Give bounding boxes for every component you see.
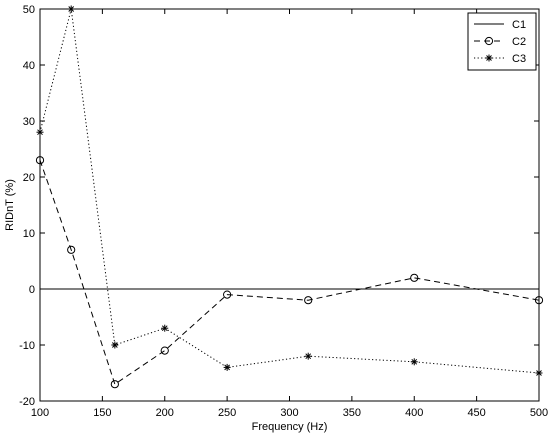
- y-tick-label: -10: [19, 340, 35, 352]
- series-c2-point: [410, 273, 419, 282]
- x-tick-label: 200: [156, 407, 174, 419]
- x-axis-title: Frequency (Hz): [252, 421, 328, 433]
- series-c3-point: [223, 363, 231, 371]
- series-c2-line: [39, 160, 540, 385]
- legend-marker-c2: [484, 36, 494, 46]
- series-c3-point: [67, 5, 75, 13]
- series-c3-point: [111, 341, 119, 349]
- legend-label-c2: C2: [512, 36, 526, 48]
- x-tick-label: 500: [530, 407, 548, 419]
- x-tick-label: 300: [280, 407, 298, 419]
- x-tick-label: 100: [31, 407, 49, 419]
- series-c2-point: [67, 245, 76, 254]
- series-c2-point: [304, 296, 313, 305]
- y-tick-label: 20: [23, 172, 35, 184]
- series-c2-point: [160, 346, 169, 355]
- legend-label-c1: C1: [512, 19, 526, 31]
- series-c3-point: [535, 369, 543, 377]
- series-c2-point: [110, 380, 119, 389]
- y-tick-label: 50: [23, 4, 35, 16]
- x-tick-label: 350: [343, 407, 361, 419]
- x-tick-label: 400: [405, 407, 423, 419]
- y-axis-title: RIDnT (%): [4, 179, 16, 231]
- legend-marker-c3: [485, 54, 493, 62]
- y-tick-label: 10: [23, 228, 35, 240]
- y-tick-label: 30: [23, 116, 35, 128]
- x-tick-label: 150: [93, 407, 111, 419]
- plot-area-frame: [39, 8, 540, 402]
- series-c3-point: [36, 128, 44, 136]
- series-c3-line: [39, 8, 540, 374]
- series-c2-point: [223, 290, 232, 299]
- y-tick-label: 40: [23, 60, 35, 72]
- series-c2-point: [35, 156, 45, 165]
- y-tick-label: 0: [29, 284, 35, 296]
- series-c2-point: [534, 296, 544, 305]
- y-tick-label: -20: [19, 396, 35, 408]
- x-tick-label: 450: [467, 407, 485, 419]
- series-c3-point: [161, 324, 169, 332]
- legend-label-c3: C3: [512, 53, 526, 65]
- x-tick-label: 250: [218, 407, 236, 419]
- series-c3-point: [410, 358, 418, 366]
- series-c3-point: [304, 352, 312, 360]
